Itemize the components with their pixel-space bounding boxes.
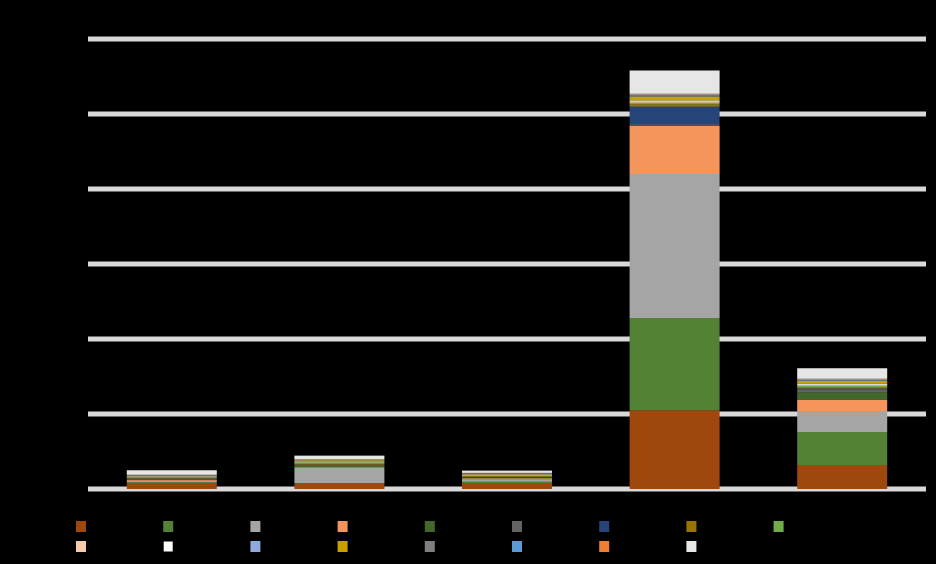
bar-segment [462, 475, 552, 477]
legend-swatch [76, 521, 86, 532]
bar-segment [797, 465, 888, 489]
legend-swatch [424, 521, 435, 532]
bar-segment [126, 480, 217, 483]
bar-segment [462, 476, 552, 477]
legend-swatch [250, 521, 261, 532]
bar-segment [797, 383, 888, 384]
bar-segment [797, 387, 888, 389]
bar-segment [462, 483, 552, 489]
bar-segment [629, 94, 720, 96]
legend-swatch [250, 541, 261, 552]
legend-swatch [337, 521, 348, 532]
bar-segment [294, 455, 385, 460]
legend-swatch [599, 521, 610, 532]
bar-segment [462, 481, 552, 483]
bar-segment [797, 380, 888, 381]
bar-segment [294, 467, 385, 468]
bar-segment [629, 125, 720, 126]
bar-segment [797, 384, 888, 385]
bar-segment [797, 388, 888, 390]
bar-segment [126, 477, 217, 479]
bar-segment [797, 379, 888, 381]
bar-segment [294, 465, 385, 468]
bar-segment [629, 95, 720, 97]
bar-segment [629, 174, 720, 318]
legend-swatch [599, 541, 610, 552]
bar-segment [462, 470, 552, 473]
bar-segment [294, 483, 385, 484]
bar-segment [629, 318, 720, 411]
bar-segment [629, 100, 720, 102]
bar-segment [797, 411, 888, 432]
bar-segment [629, 106, 720, 125]
bar-segment [629, 124, 720, 126]
bar-segment [294, 465, 385, 466]
bar-segment [126, 480, 217, 481]
bar-segment [294, 462, 385, 464]
bar-segment [462, 478, 552, 480]
bar-segment [797, 432, 888, 465]
bar-segment [629, 102, 720, 103]
legend-swatch [337, 541, 348, 552]
legend-swatch [163, 521, 174, 532]
bar-segment [629, 410, 720, 489]
bar-segment [629, 70, 720, 94]
legend-swatch [162, 540, 174, 553]
legend-swatch [76, 541, 86, 552]
legend-swatch [424, 541, 435, 552]
bar-segment [797, 392, 888, 400]
bar-segment [797, 378, 888, 380]
bar-segment [294, 468, 385, 483]
bar-segment [797, 389, 888, 393]
bar-segment [462, 479, 552, 482]
bar-segment [126, 479, 217, 480]
bar-segment [797, 381, 888, 384]
bar-segment [294, 483, 385, 489]
bar-segment [797, 368, 888, 379]
bar-segment [629, 104, 720, 107]
bar-segment [126, 470, 217, 475]
bar-segment [629, 126, 720, 174]
legend-swatch [773, 521, 784, 532]
bar-segment [629, 102, 720, 105]
legend-swatch [686, 541, 697, 552]
bar-segment [629, 96, 720, 101]
bar-segment [126, 482, 217, 483]
bar-segment [294, 460, 385, 462]
bar-segment [797, 384, 888, 386]
bar-segment [462, 477, 552, 479]
bar-segment [629, 101, 720, 102]
bar-segment [294, 463, 385, 465]
legend-swatch [686, 521, 697, 532]
bar-segment [126, 483, 217, 489]
bar-segment [629, 93, 720, 95]
bar-segment [797, 399, 888, 411]
legend-swatch [512, 521, 522, 532]
bar-segment [797, 385, 888, 387]
legend-swatch [512, 541, 522, 552]
